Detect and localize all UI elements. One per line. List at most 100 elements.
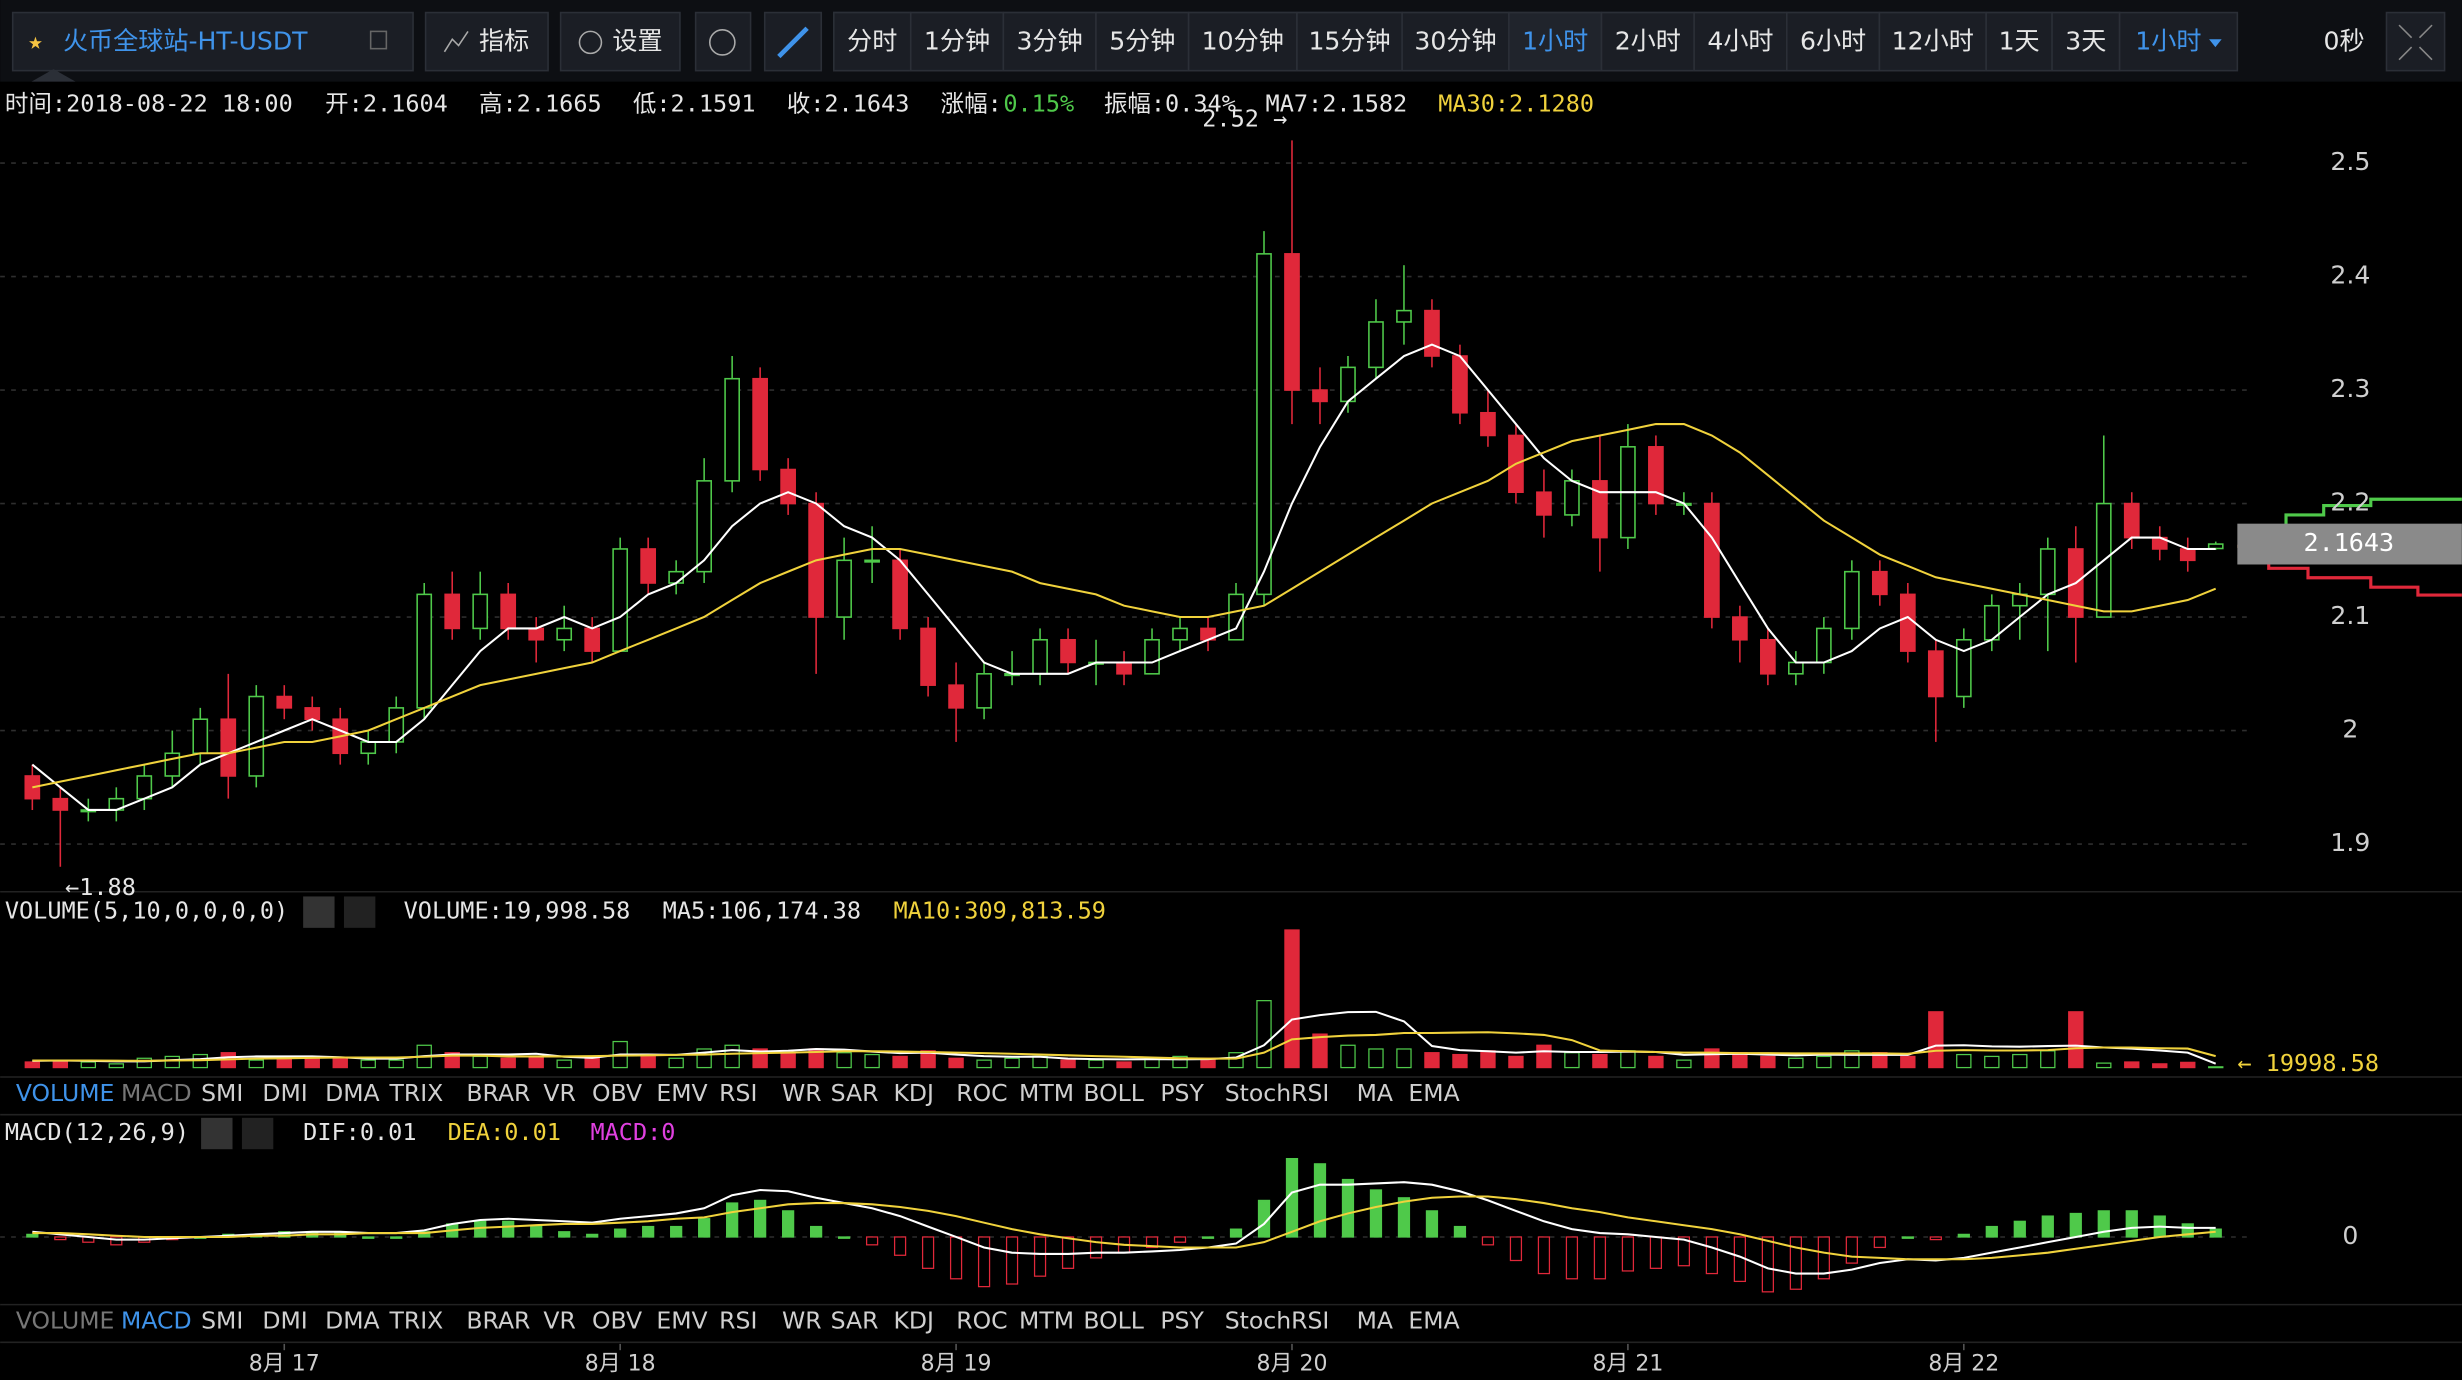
indicator-button[interactable] (424, 11, 549, 72)
macd-close[interactable] (241, 1117, 274, 1150)
indicator-tab[interactable]: WR (782, 1306, 822, 1334)
indicator-tab[interactable]: PSY (1160, 1306, 1204, 1334)
indicator-tab[interactable]: BRAR (466, 1079, 530, 1107)
indicator-tab[interactable]: SMI (201, 1079, 243, 1107)
y-tick-label: 2 (2342, 715, 2358, 744)
settings-button[interactable] (559, 11, 681, 72)
macd-settings[interactable] (201, 1117, 233, 1150)
volume-close[interactable] (343, 896, 376, 928)
indicator-tab[interactable]: MA (1357, 1306, 1393, 1334)
volume-bar (556, 1059, 572, 1069)
interval-button[interactable] (1095, 11, 1190, 72)
indicator-tab[interactable]: VR (543, 1079, 575, 1107)
x-tick-label: 8月 17 (249, 1351, 320, 1376)
interval-label[interactable]: 10分钟 (1202, 26, 1284, 55)
indicator-tab[interactable]: VR (543, 1306, 575, 1334)
interval-label[interactable]: 15分钟 (1308, 26, 1390, 55)
indicator-tab[interactable]: BOLL (1083, 1079, 1143, 1107)
interval-label[interactable]: 4小时 (1707, 26, 1773, 55)
interval-label[interactable]: 2小时 (1615, 26, 1681, 55)
indicator-tab[interactable]: SAR (831, 1306, 879, 1334)
indicator-tab[interactable]: TRIX (388, 1079, 443, 1107)
symbol-button[interactable] (11, 11, 414, 72)
interval-label[interactable]: 3天 (2065, 26, 2106, 55)
candle-body (276, 695, 293, 709)
interval-label[interactable]: 5分钟 (1109, 26, 1175, 55)
indicator-tab[interactable]: BOLL (1083, 1306, 1143, 1334)
interval-select-label[interactable]: 1小时 (2135, 26, 2201, 55)
volume-bar (668, 1057, 684, 1069)
macd-bar (1537, 1236, 1551, 1275)
indicator-label[interactable]: 指标 (479, 26, 529, 55)
indicator-tab[interactable]: SMI (201, 1306, 243, 1334)
interval-button[interactable] (909, 11, 1005, 72)
indicator-tab[interactable]: OBV (592, 1079, 642, 1107)
indicator-tab[interactable]: VOLUME (16, 1079, 115, 1107)
candle-body (2123, 502, 2140, 539)
candle-body (1228, 593, 1244, 641)
indicator-tab[interactable]: EMV (656, 1079, 707, 1107)
interval-button[interactable] (1985, 11, 2053, 72)
star-icon[interactable]: ★ (28, 27, 42, 55)
indicator-tab[interactable]: StochRSI (1225, 1306, 1330, 1334)
interval-button[interactable] (833, 11, 912, 72)
indicator-tab[interactable]: MTM (1019, 1079, 1074, 1107)
indicator-tab[interactable]: WR (782, 1079, 822, 1107)
indicator-tab[interactable]: BRAR (466, 1306, 530, 1334)
indicator-tab[interactable]: MACD (121, 1079, 192, 1107)
interval-label[interactable]: 1小时 (1522, 26, 1588, 55)
popout-icon[interactable] (369, 30, 388, 50)
indicator-tab[interactable]: KDJ (893, 1079, 934, 1107)
theme-button[interactable] (694, 11, 752, 72)
indicator-tab[interactable]: ROC (956, 1306, 1007, 1334)
interval-button[interactable] (1401, 11, 1510, 72)
interval-button[interactable] (1600, 11, 1695, 72)
interval-button[interactable] (1508, 11, 1603, 72)
legend-text: DEA:0.01 (448, 1118, 561, 1146)
settings-label[interactable]: 设置 (612, 26, 662, 55)
indicator-tab[interactable]: MTM (1019, 1306, 1074, 1334)
indicator-tab[interactable]: OBV (592, 1306, 642, 1334)
indicator-tab[interactable]: DMA (325, 1079, 380, 1107)
volume-settings[interactable] (303, 896, 335, 928)
interval-button[interactable] (1878, 11, 1987, 72)
interval-button[interactable] (1187, 11, 1298, 72)
indicator-tab[interactable]: EMA (1408, 1306, 1459, 1334)
indicator-tab[interactable]: RSI (719, 1306, 757, 1334)
volume-bar (500, 1057, 516, 1069)
interval-label[interactable]: 30分钟 (1414, 26, 1496, 55)
interval-button[interactable] (1296, 11, 1403, 72)
fullscreen-button[interactable] (2385, 11, 2446, 72)
interval-label[interactable]: 3分钟 (1017, 26, 1083, 55)
interval-button[interactable] (1785, 11, 1881, 72)
macd-bar (390, 1236, 403, 1239)
indicator-tab[interactable]: EMA (1408, 1079, 1459, 1107)
indicator-tab[interactable]: PSY (1160, 1079, 1204, 1107)
interval-label[interactable]: 1天 (1999, 26, 2040, 55)
indicator-tab[interactable]: RSI (719, 1079, 757, 1107)
interval-button[interactable] (2051, 11, 2121, 72)
indicator-tab[interactable]: MA (1357, 1079, 1393, 1107)
interval-button[interactable] (1693, 11, 1788, 72)
indicator-tab[interactable]: ROC (956, 1079, 1007, 1107)
macd-bar (2097, 1210, 2110, 1238)
interval-label[interactable]: 6小时 (1800, 26, 1866, 55)
indicator-tab[interactable]: VOLUME (16, 1306, 115, 1334)
indicator-tab[interactable]: EMV (656, 1306, 707, 1334)
indicator-tab[interactable]: TRIX (388, 1306, 443, 1334)
indicator-tab[interactable]: DMA (325, 1306, 380, 1334)
indicator-tab[interactable]: StochRSI (1225, 1079, 1330, 1107)
indicator-tab[interactable]: DMI (262, 1079, 307, 1107)
candle-body (556, 627, 573, 641)
interval-label[interactable]: 12小时 (1892, 26, 1974, 55)
candle-body (1144, 638, 1160, 675)
indicator-tab[interactable]: DMI (262, 1306, 307, 1334)
symbol-title[interactable]: 火币全球站-HT-USDT (63, 26, 308, 55)
indicator-tab[interactable]: SAR (831, 1079, 879, 1107)
indicator-tab[interactable]: MACD (121, 1306, 192, 1334)
interval-label[interactable]: 1分钟 (924, 26, 990, 55)
interval-button[interactable] (1002, 11, 1097, 72)
interval-label[interactable]: 分时 (847, 26, 897, 55)
macd-bar (1397, 1197, 1411, 1238)
indicator-tab[interactable]: KDJ (893, 1306, 934, 1334)
